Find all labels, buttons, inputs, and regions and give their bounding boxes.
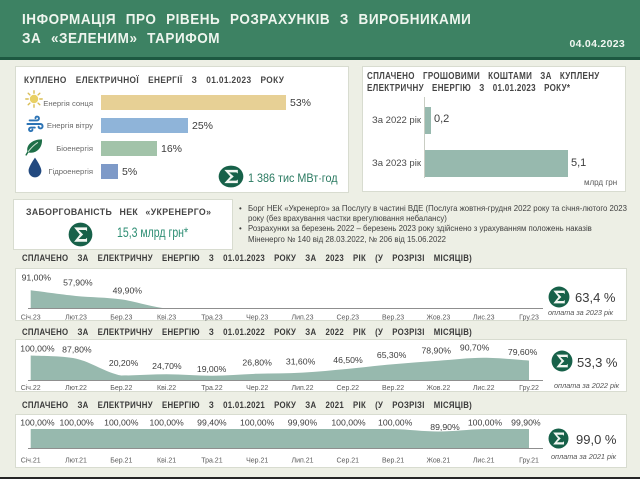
svg-text:Кві.21: Кві.21 — [157, 457, 176, 465]
svg-text:Чер.21: Чер.21 — [246, 458, 268, 465]
svg-text:Чер.23: Чер.23 — [246, 315, 268, 322]
svg-text:Вер.22: Вер.22 — [382, 385, 404, 392]
svg-text:65,30%: 65,30% — [377, 350, 407, 360]
svg-text:Лют.22: Лют.22 — [65, 385, 87, 392]
svg-text:Січ.21: Січ.21 — [21, 457, 41, 465]
svg-text:Гру.23: Гру.23 — [519, 315, 539, 322]
svg-text:Лис.23: Лис.23 — [473, 315, 495, 322]
svg-text:87,80%: 87,80% — [62, 344, 92, 354]
svg-text:19,00%: 19,00% — [197, 364, 227, 374]
svg-text:Лип.22: Лип.22 — [291, 385, 313, 392]
svg-text:57,90%: 57,90% — [63, 278, 93, 288]
svg-text:Сер.21: Сер.21 — [337, 458, 360, 465]
svg-text:Лис.21: Лис.21 — [473, 458, 495, 465]
svg-text:49,90%: 49,90% — [113, 286, 143, 296]
svg-text:100,00%: 100,00% — [149, 418, 184, 428]
svg-text:Бер.22: Бер.22 — [110, 385, 132, 392]
svg-text:Лип.23: Лип.23 — [291, 315, 313, 322]
svg-text:100,00%: 100,00% — [468, 418, 503, 428]
svg-text:91,00%: 91,00% — [22, 273, 52, 283]
svg-text:Січ.22: Січ.22 — [21, 384, 41, 392]
svg-text:100,00%: 100,00% — [104, 418, 139, 428]
svg-text:Вер.23: Вер.23 — [382, 315, 404, 322]
svg-text:Гру.22: Гру.22 — [519, 385, 539, 392]
svg-text:Жов.21: Жов.21 — [427, 458, 451, 465]
svg-text:Тра.22: Тра.22 — [201, 385, 223, 392]
svg-text:Січ.23: Січ.23 — [21, 314, 41, 322]
svg-text:Бер.21: Бер.21 — [110, 458, 132, 465]
svg-text:78,90%: 78,90% — [421, 346, 451, 356]
svg-text:79,60%: 79,60% — [508, 347, 538, 357]
svg-text:100,00%: 100,00% — [59, 418, 94, 428]
svg-text:Вер.21: Вер.21 — [382, 458, 404, 465]
svg-text:24,70%: 24,70% — [152, 361, 182, 371]
svg-text:Лют.23: Лют.23 — [65, 315, 87, 322]
svg-text:100,00%: 100,00% — [20, 344, 55, 354]
svg-text:Тра.21: Тра.21 — [201, 458, 223, 465]
svg-text:Жов.22: Жов.22 — [427, 385, 451, 392]
svg-text:Гру.21: Гру.21 — [519, 458, 539, 465]
svg-text:Лип.21: Лип.21 — [291, 458, 313, 465]
svg-text:Сер.23: Сер.23 — [337, 315, 360, 322]
svg-text:Кві.23: Кві.23 — [157, 314, 176, 322]
svg-text:Сер.22: Сер.22 — [337, 385, 360, 392]
svg-text:99,90%: 99,90% — [511, 418, 541, 428]
svg-text:Бер.23: Бер.23 — [110, 315, 132, 322]
svg-text:99,90%: 99,90% — [288, 418, 318, 428]
svg-text:Лис.22: Лис.22 — [473, 385, 495, 392]
svg-text:Тра.23: Тра.23 — [201, 315, 223, 322]
svg-text:100,00%: 100,00% — [331, 418, 366, 428]
svg-text:20,20%: 20,20% — [109, 358, 139, 368]
svg-text:100,00%: 100,00% — [378, 418, 413, 428]
svg-text:Лют.21: Лют.21 — [65, 458, 87, 465]
svg-text:100,00%: 100,00% — [240, 418, 275, 428]
svg-text:90,70%: 90,70% — [460, 343, 490, 353]
svg-text:99,40%: 99,40% — [197, 418, 227, 428]
svg-text:100,00%: 100,00% — [20, 418, 55, 428]
svg-text:26,80%: 26,80% — [242, 358, 272, 368]
svg-text:Кві.22: Кві.22 — [157, 384, 176, 392]
svg-text:Жов.23: Жов.23 — [427, 315, 451, 322]
svg-text:89,90%: 89,90% — [430, 422, 460, 432]
svg-text:31,60%: 31,60% — [286, 356, 316, 366]
svg-text:46,50%: 46,50% — [333, 355, 363, 365]
svg-text:Чер.22: Чер.22 — [246, 385, 268, 392]
